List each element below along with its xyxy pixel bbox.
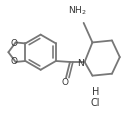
Text: H: H	[92, 87, 99, 97]
Text: O: O	[62, 78, 69, 87]
Text: Cl: Cl	[91, 98, 100, 108]
Text: O: O	[10, 39, 17, 48]
Text: NH$_2$: NH$_2$	[68, 5, 87, 17]
Text: O: O	[10, 56, 17, 66]
Text: N: N	[77, 59, 84, 68]
